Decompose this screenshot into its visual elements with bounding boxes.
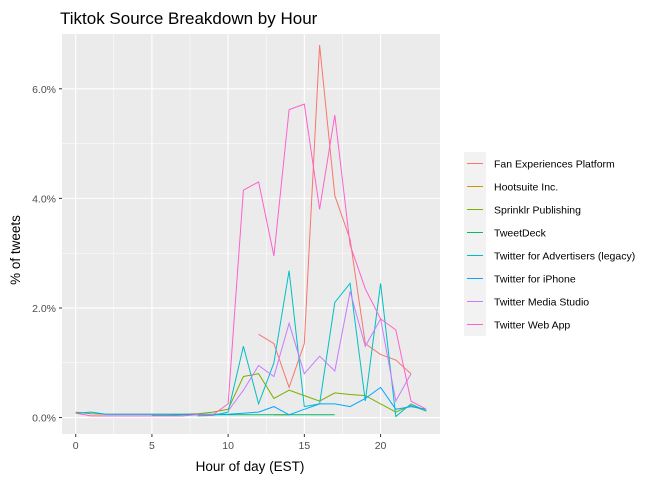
legend-label: Hootsuite Inc. <box>494 182 558 194</box>
x-tick-label: 5 <box>149 440 155 452</box>
x-tick-label: 10 <box>222 440 234 452</box>
legend-label: Twitter Media Studio <box>494 297 589 309</box>
x-axis: 0 5 10 15 20 <box>73 434 387 452</box>
legend-label: Twitter for Advertisers (legacy) <box>494 251 635 263</box>
legend-label: Twitter Web App <box>494 320 570 332</box>
y-axis-title: % of tweets <box>8 215 23 285</box>
series-line-fan-experiences-platform <box>258 44 412 389</box>
y-tick-label: 4.0% <box>32 193 56 205</box>
y-axis: 0.0% 2.0% 4.0% 6.0% <box>32 84 62 425</box>
legend-label: TweetDeck <box>494 228 547 240</box>
x-tick-label: 0 <box>73 440 79 452</box>
legend-label: Fan Experiences Platform <box>494 159 615 171</box>
series-line-twitter-web-app <box>75 103 427 417</box>
y-tick-label: 0.0% <box>32 413 56 425</box>
series-line-twitter-for-advertisers-legacy <box>197 270 427 418</box>
series-lines <box>75 44 427 418</box>
series-line-twitter-for-iphone <box>75 386 427 416</box>
x-axis-title: Hour of day (EST) <box>196 459 305 474</box>
grid-lines <box>62 34 440 434</box>
legend-label: Twitter for iPhone <box>494 274 576 286</box>
x-tick-label: 15 <box>299 440 311 452</box>
chart-title: Tiktok Source Breakdown by Hour <box>60 9 318 28</box>
y-tick-label: 2.0% <box>32 303 56 315</box>
y-tick-label: 6.0% <box>32 84 56 96</box>
legend-label: Sprinklr Publishing <box>494 205 581 217</box>
legend: Fan Experiences Platform Hootsuite Inc. Sp… <box>464 152 635 336</box>
plot-panel <box>62 34 440 434</box>
x-tick-label: 20 <box>375 440 387 452</box>
